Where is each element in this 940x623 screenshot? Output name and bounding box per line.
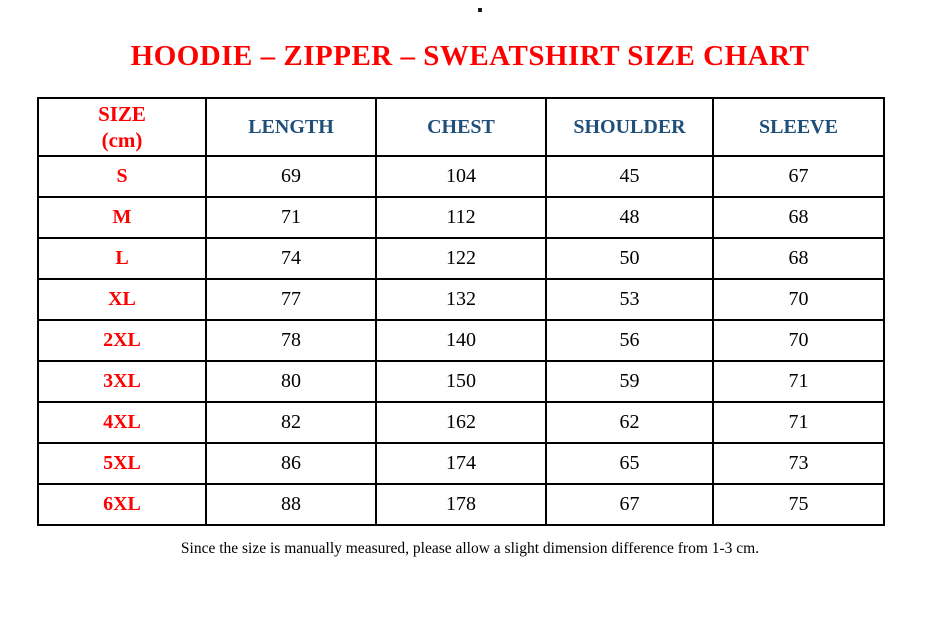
- chest-cell: 178: [375, 483, 547, 526]
- chest-cell: 112: [375, 196, 547, 239]
- table-row-l: L 74 122 50 68: [37, 237, 885, 280]
- shoulder-cell: 50: [545, 237, 714, 280]
- size-header-line2: (cm): [101, 128, 143, 152]
- table-body: S 69 104 45 67 M 71 112 48 68 L 74 122 5…: [37, 155, 885, 526]
- length-cell: 86: [205, 442, 377, 485]
- shoulder-cell: 67: [545, 483, 714, 526]
- shoulder-cell: 53: [545, 278, 714, 321]
- length-cell: 71: [205, 196, 377, 239]
- sleeve-cell: 75: [712, 483, 885, 526]
- chest-cell: 150: [375, 360, 547, 403]
- length-cell: 80: [205, 360, 377, 403]
- size-cell: 2XL: [37, 319, 207, 362]
- shoulder-cell: 65: [545, 442, 714, 485]
- table-row-s: S 69 104 45 67: [37, 155, 885, 198]
- shoulder-cell: 62: [545, 401, 714, 444]
- table-row-6xl: 6XL 88 178 67 75: [37, 483, 885, 526]
- length-cell: 78: [205, 319, 377, 362]
- size-cell: 6XL: [37, 483, 207, 526]
- size-cell: XL: [37, 278, 207, 321]
- chest-cell: 104: [375, 155, 547, 198]
- table-row-4xl: 4XL 82 162 62 71: [37, 401, 885, 444]
- sleeve-cell: 71: [712, 401, 885, 444]
- sleeve-cell: 68: [712, 237, 885, 280]
- sleeve-cell: 67: [712, 155, 885, 198]
- measurement-note: Since the size is manually measured, ple…: [180, 540, 760, 557]
- table-row-m: M 71 112 48 68: [37, 196, 885, 239]
- size-cell: M: [37, 196, 207, 239]
- sleeve-cell: 70: [712, 278, 885, 321]
- sleeve-cell: 71: [712, 360, 885, 403]
- size-cell: 3XL: [37, 360, 207, 403]
- shoulder-cell: 59: [545, 360, 714, 403]
- sleeve-cell: 73: [712, 442, 885, 485]
- shoulder-cell: 48: [545, 196, 714, 239]
- chest-cell: 174: [375, 442, 547, 485]
- length-cell: 69: [205, 155, 377, 198]
- length-cell: 77: [205, 278, 377, 321]
- size-cell: L: [37, 237, 207, 280]
- length-cell: 88: [205, 483, 377, 526]
- column-header-sleeve: SLEEVE: [712, 97, 885, 157]
- sleeve-cell: 68: [712, 196, 885, 239]
- chest-cell: 132: [375, 278, 547, 321]
- column-header-shoulder: SHOULDER: [545, 97, 714, 157]
- table-row-5xl: 5XL 86 174 65 73: [37, 442, 885, 485]
- chest-cell: 140: [375, 319, 547, 362]
- column-header-length: LENGTH: [205, 97, 377, 157]
- size-cell: 5XL: [37, 442, 207, 485]
- header-row: SIZE (cm) LENGTH CHEST SHOULDER SLEEVE: [37, 97, 885, 157]
- stray-mark-dot: [478, 8, 482, 12]
- chest-cell: 162: [375, 401, 547, 444]
- size-cell: 4XL: [37, 401, 207, 444]
- page-title: HOODIE – ZIPPER – SWEATSHIRT SIZE CHART: [130, 40, 810, 72]
- table-header: SIZE (cm) LENGTH CHEST SHOULDER SLEEVE: [37, 97, 885, 157]
- sleeve-cell: 70: [712, 319, 885, 362]
- size-header-line1: SIZE: [98, 101, 146, 126]
- table-row-2xl: 2XL 78 140 56 70: [37, 319, 885, 362]
- column-header-size: SIZE (cm): [37, 97, 207, 157]
- chest-cell: 122: [375, 237, 547, 280]
- length-cell: 74: [205, 237, 377, 280]
- shoulder-cell: 45: [545, 155, 714, 198]
- length-cell: 82: [205, 401, 377, 444]
- size-chart-table: SIZE (cm) LENGTH CHEST SHOULDER SLEEVE S…: [37, 97, 885, 526]
- table-row-3xl: 3XL 80 150 59 71: [37, 360, 885, 403]
- size-cell: S: [37, 155, 207, 198]
- column-header-chest: CHEST: [375, 97, 547, 157]
- shoulder-cell: 56: [545, 319, 714, 362]
- table-row-xl: XL 77 132 53 70: [37, 278, 885, 321]
